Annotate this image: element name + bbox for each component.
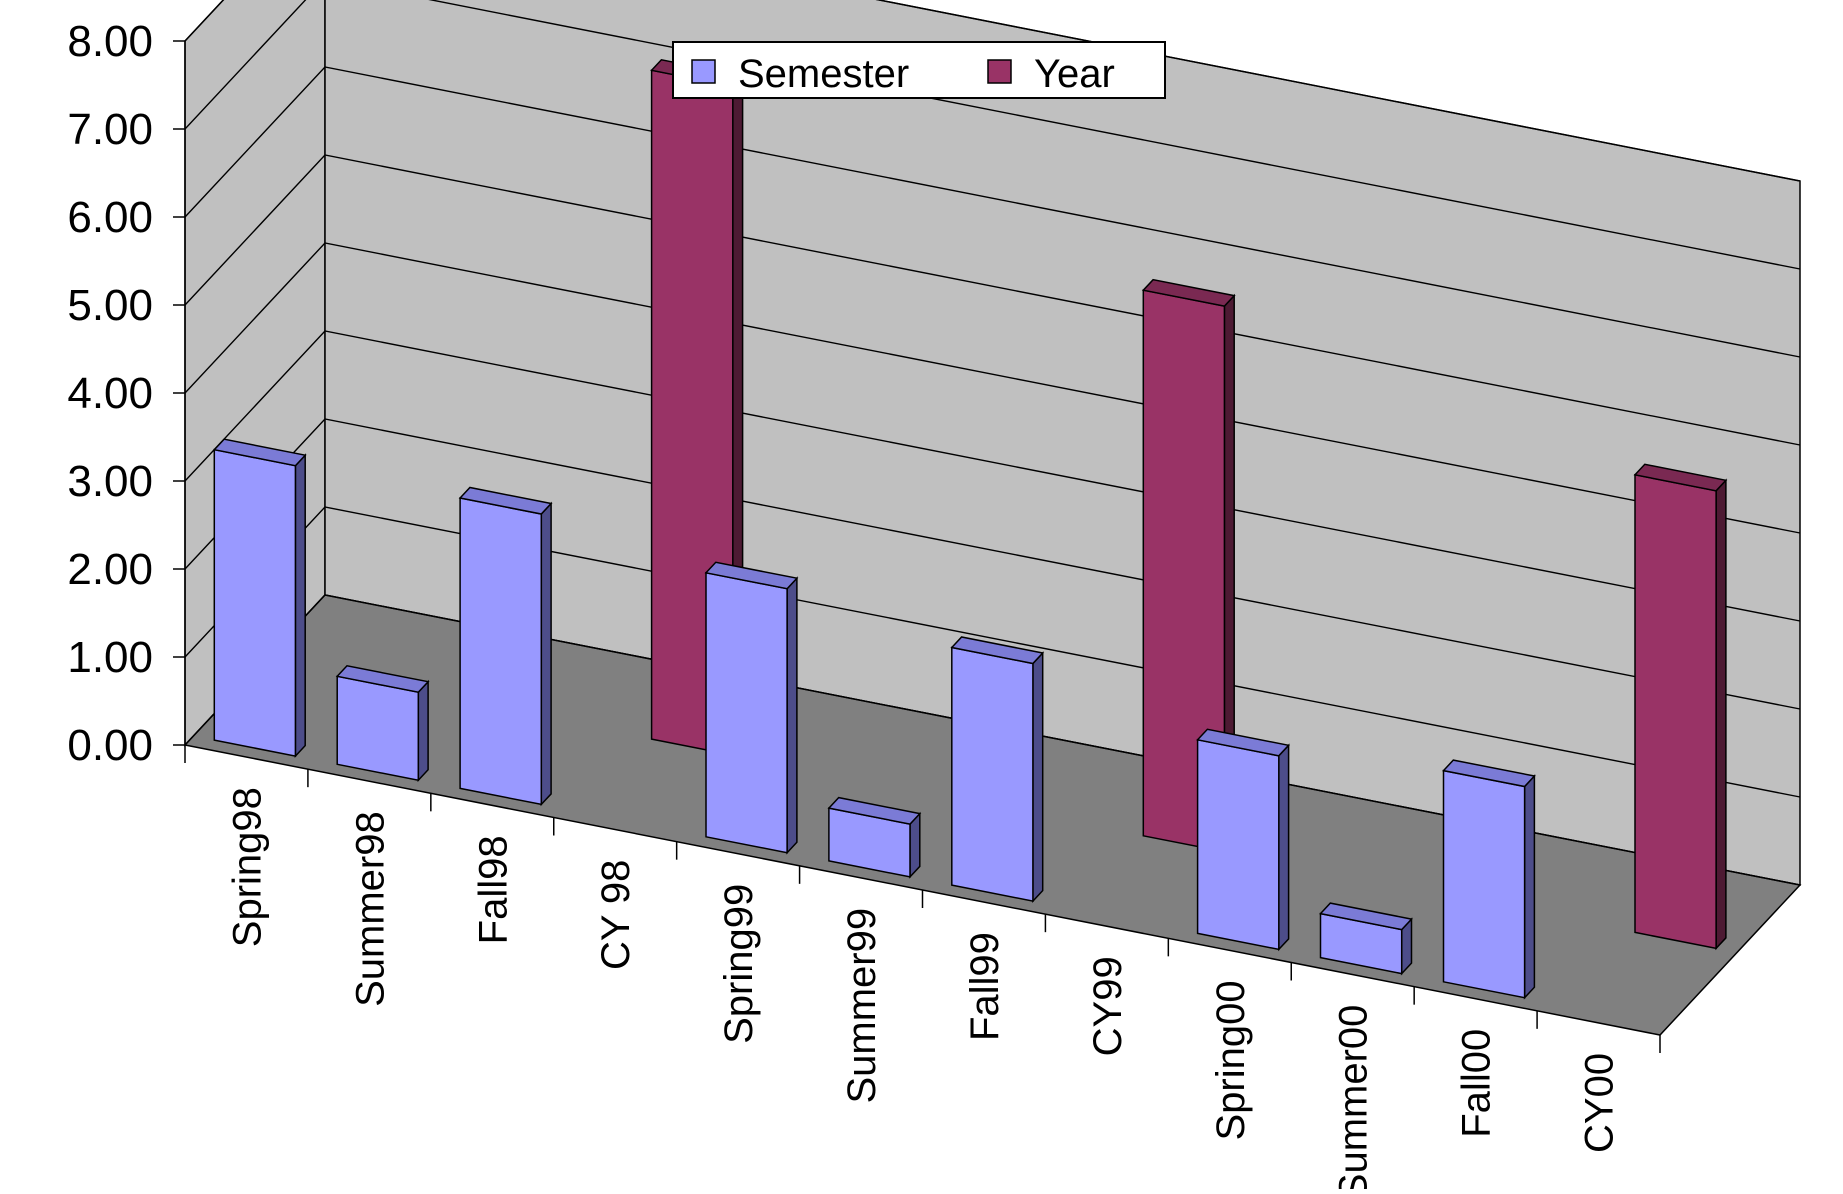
bar-side xyxy=(786,576,798,855)
bar-side xyxy=(294,453,306,759)
x-axis: Spring98 Summer98 Fall98 CY 98 Spring99 Summe… xyxy=(184,745,1661,1194)
bar-semester-10 xyxy=(1442,759,1536,1000)
legend-box xyxy=(672,41,1166,99)
x-tick-label: Fall99 xyxy=(963,932,1007,1041)
x-tick-label: Summer99 xyxy=(840,908,884,1104)
x-tick-label: Spring99 xyxy=(717,884,761,1044)
bar-front xyxy=(951,646,1034,903)
gridlines xyxy=(184,0,1801,886)
bar-top xyxy=(950,636,1045,665)
x-tick-label: Summer98 xyxy=(348,811,392,1007)
bar-front xyxy=(705,571,788,854)
bar-top xyxy=(1442,759,1536,788)
bar-front xyxy=(213,448,297,758)
gridline xyxy=(184,330,1801,622)
legend-swatch-year xyxy=(987,59,1012,84)
y-tick-label: 1.00 xyxy=(67,633,153,682)
bar-top xyxy=(1319,902,1413,931)
x-tick-label: Fall98 xyxy=(471,835,515,944)
bar-side xyxy=(1715,478,1727,951)
bar-semester-9 xyxy=(1319,902,1413,976)
y-tick-label: 5.00 xyxy=(67,281,153,330)
bar-semester-2 xyxy=(458,486,553,807)
bar-front xyxy=(1196,738,1280,951)
y-tick-label: 0.00 xyxy=(67,721,153,770)
bar-front xyxy=(459,497,543,806)
legend-swatch-semester xyxy=(691,59,716,84)
legend-label-semester: Semester xyxy=(738,52,909,96)
gridline xyxy=(184,242,1801,534)
bar-year-11 xyxy=(1633,463,1728,951)
x-tick-label: Fall00 xyxy=(1455,1029,1499,1138)
bar-semester-5 xyxy=(827,796,922,879)
gridline xyxy=(184,0,1801,182)
x-tick-label: Spring00 xyxy=(1209,980,1253,1140)
y-tick-label: 4.00 xyxy=(67,369,153,418)
bar-semester-6 xyxy=(950,636,1045,904)
y-tick-label: 7.00 xyxy=(67,105,153,154)
bar-top xyxy=(458,486,553,515)
bar-side xyxy=(540,501,552,807)
y-tick-label: 6.00 xyxy=(67,193,153,242)
bar-front xyxy=(1442,769,1526,999)
x-tick-label: Summer00 xyxy=(1332,1005,1376,1189)
bar-front xyxy=(1634,473,1717,950)
bar-semester-1 xyxy=(335,664,430,783)
bar-semester-8 xyxy=(1196,728,1291,952)
bar-top xyxy=(1196,728,1291,757)
bars xyxy=(212,58,1728,1000)
bar-side xyxy=(1523,774,1536,1000)
y-axis: 0.00 1.00 2.00 3.00 4.00 5.00 6.00 7.00 8.00 xyxy=(67,17,186,770)
bar-semester-4 xyxy=(704,561,799,855)
bar-front xyxy=(336,675,420,782)
bar-top xyxy=(827,796,922,825)
x-tick-label: Spring98 xyxy=(226,787,270,947)
bar-top xyxy=(335,664,430,694)
bar-top xyxy=(212,438,307,467)
bar-top xyxy=(1633,463,1728,492)
gridline xyxy=(184,66,1801,358)
legend: Semester Year xyxy=(672,41,1166,99)
x-tick-label: CY00 xyxy=(1578,1053,1622,1153)
x-tick-label: CY 98 xyxy=(594,860,638,970)
x-tick-label: CY99 xyxy=(1086,956,1130,1056)
gridline xyxy=(184,0,1801,270)
bar-top xyxy=(704,561,799,590)
legend-label-year: Year xyxy=(1034,52,1115,96)
bar-side xyxy=(1032,651,1044,904)
y-tick-label: 2.00 xyxy=(67,545,153,594)
y-tick-label: 3.00 xyxy=(67,457,153,506)
y-tick-label: 8.00 xyxy=(67,17,153,66)
bar-top xyxy=(1141,278,1236,307)
bar-semester-0 xyxy=(212,438,307,759)
gridline xyxy=(184,154,1801,446)
bar-side xyxy=(417,679,429,783)
bar-year-7 xyxy=(1141,278,1236,854)
bar-side xyxy=(1278,743,1290,952)
